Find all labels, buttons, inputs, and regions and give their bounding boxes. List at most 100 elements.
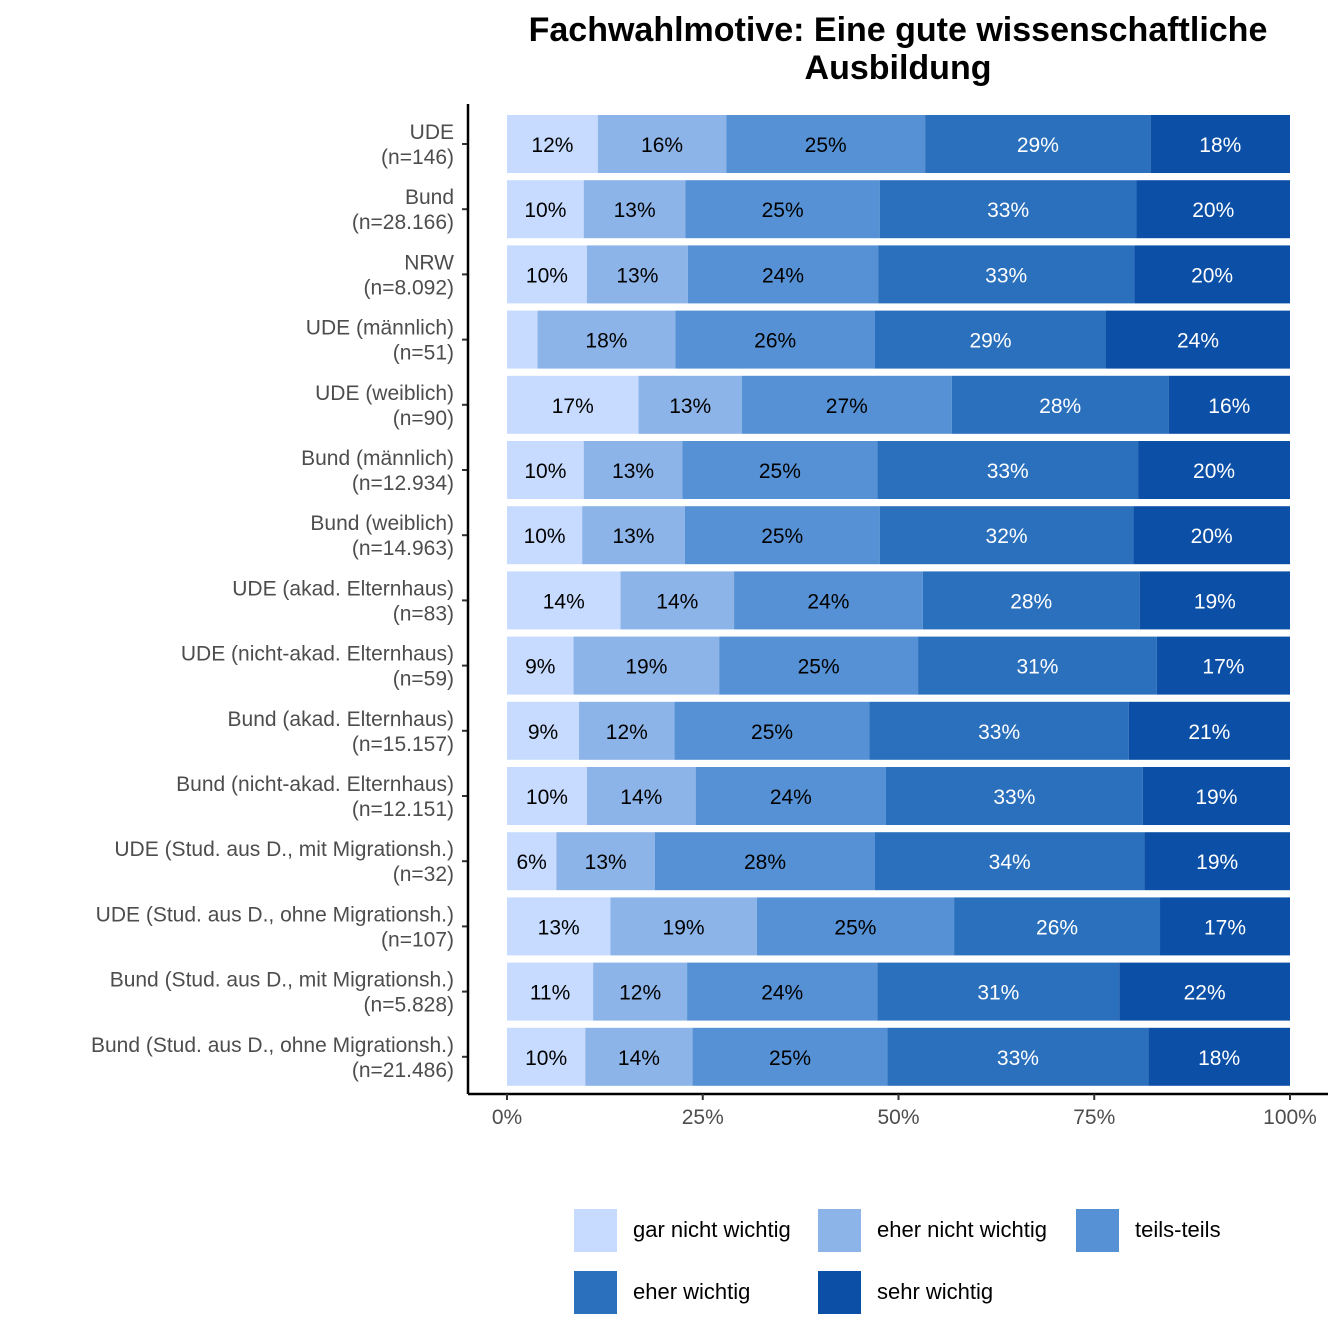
- y-tick-label: Bund (akad. Elternhaus): [228, 708, 454, 731]
- y-tick-label: Bund (männlich): [301, 447, 454, 470]
- legend-label: eher wichtig: [633, 1279, 751, 1304]
- bar-segment: [918, 636, 1157, 695]
- data-label: 33%: [985, 264, 1027, 287]
- data-label: 19%: [625, 656, 667, 679]
- bar-segment: [507, 701, 580, 760]
- bar-segment: [692, 1027, 888, 1086]
- bar-segment: [597, 115, 727, 173]
- data-label: 27%: [826, 395, 868, 418]
- data-label: 13%: [538, 916, 580, 939]
- bar-segment: [507, 115, 598, 173]
- bar-segment: [1134, 245, 1290, 304]
- y-tick-label: Bund (Stud. aus D., mit Migrationsh.): [110, 969, 454, 992]
- data-label: 32%: [986, 525, 1028, 548]
- y-tick-label-n: (n=8.092): [364, 276, 454, 299]
- data-label: 11%: [530, 982, 570, 1005]
- bar-segment: [1148, 1027, 1290, 1086]
- bar-segment: [877, 962, 1120, 1021]
- data-label: 10%: [524, 460, 566, 483]
- data-label: 31%: [1016, 656, 1058, 679]
- data-label: 17%: [552, 395, 594, 418]
- bar-segment: [586, 767, 696, 825]
- data-label: 14%: [620, 786, 662, 809]
- data-label: 12%: [531, 134, 573, 157]
- data-label: 33%: [978, 721, 1020, 744]
- data-label: 10%: [525, 1047, 567, 1070]
- data-label: 24%: [1177, 330, 1219, 353]
- bar-segment: [583, 180, 686, 239]
- data-label: 19%: [1196, 851, 1238, 874]
- data-label: 18%: [585, 330, 627, 353]
- x-tick-label: 50%: [877, 1106, 919, 1129]
- legend-swatch: [574, 1208, 617, 1252]
- data-label: 10%: [524, 199, 566, 222]
- bar-segment: [951, 375, 1169, 434]
- bar-segment: [507, 962, 594, 1021]
- bar-segment: [1156, 636, 1290, 695]
- data-label: 13%: [616, 264, 658, 287]
- bar-segment: [875, 310, 1106, 369]
- data-label: 19%: [1194, 590, 1236, 613]
- y-tick-label: UDE (männlich): [306, 317, 454, 340]
- y-tick-label-n: (n=107): [381, 928, 454, 951]
- data-label: 10%: [524, 525, 566, 548]
- bar-segment: [582, 506, 685, 565]
- x-tick-label: 0%: [492, 1106, 522, 1129]
- legend-label: sehr wichtig: [877, 1279, 994, 1304]
- bar-segment: [507, 767, 587, 825]
- data-label: 28%: [744, 851, 786, 874]
- bar-segment: [675, 310, 876, 369]
- bar-segment: [579, 701, 675, 760]
- data-label: 13%: [612, 460, 654, 483]
- chart-title-line-2: Ausbildung: [804, 49, 992, 87]
- bar-segment: [1138, 441, 1290, 499]
- y-tick-label: UDE (Stud. aus D., ohne Migrationsh.): [96, 903, 454, 926]
- data-label: 9%: [525, 656, 555, 679]
- legend-item: eher nicht wichtig: [818, 1208, 1047, 1252]
- data-label: 22%: [1184, 982, 1226, 1005]
- legend-label: eher nicht wichtig: [877, 1217, 1047, 1242]
- data-label: 19%: [1195, 786, 1237, 809]
- bar-segment: [1136, 180, 1290, 239]
- data-label: 25%: [762, 199, 804, 222]
- bar-segment: [685, 180, 880, 239]
- data-label: 13%: [612, 525, 654, 548]
- data-label: 25%: [805, 134, 847, 157]
- bar-segment: [879, 506, 1134, 565]
- bar-segment: [593, 962, 688, 1021]
- bar-segment: [610, 897, 757, 956]
- y-tick-label-n: (n=59): [393, 668, 454, 691]
- data-label: 33%: [993, 786, 1035, 809]
- bar-segment: [507, 636, 574, 695]
- y-tick-label: Bund (nicht-akad. Elternhaus): [176, 773, 454, 796]
- bar-segment: [684, 506, 880, 565]
- y-tick-label-n: (n=15.157): [352, 733, 454, 756]
- data-label: 29%: [969, 330, 1011, 353]
- data-label: 24%: [770, 786, 812, 809]
- data-label: 17%: [1204, 916, 1246, 939]
- bar-segment: [1133, 506, 1290, 565]
- y-tick-label-n: (n=21.486): [352, 1059, 454, 1082]
- bar-segment: [1105, 310, 1290, 369]
- data-label: 24%: [807, 590, 849, 613]
- bar-segment: [756, 897, 955, 956]
- data-label: 19%: [663, 916, 705, 939]
- bar-segment: [885, 767, 1143, 825]
- bar-segment: [507, 832, 557, 891]
- legend-item: sehr wichtig: [818, 1270, 993, 1314]
- data-label: 13%: [585, 851, 627, 874]
- bar-segment: [1139, 571, 1290, 630]
- legend-item: gar nicht wichtig: [574, 1208, 791, 1252]
- bar-segment: [925, 115, 1151, 173]
- data-label: 14%: [656, 590, 698, 613]
- data-label: 25%: [751, 721, 793, 744]
- bar-segment: [1144, 832, 1290, 891]
- y-tick-label-n: (n=32): [393, 863, 454, 886]
- bar-segment: [687, 962, 878, 1021]
- data-label: 20%: [1191, 264, 1233, 287]
- data-label: 18%: [1199, 134, 1241, 157]
- y-tick-label: UDE (weiblich): [315, 382, 454, 405]
- data-label: 28%: [1039, 395, 1081, 418]
- data-label: 20%: [1193, 460, 1235, 483]
- y-tick-label: UDE (akad. Elternhaus): [232, 577, 454, 600]
